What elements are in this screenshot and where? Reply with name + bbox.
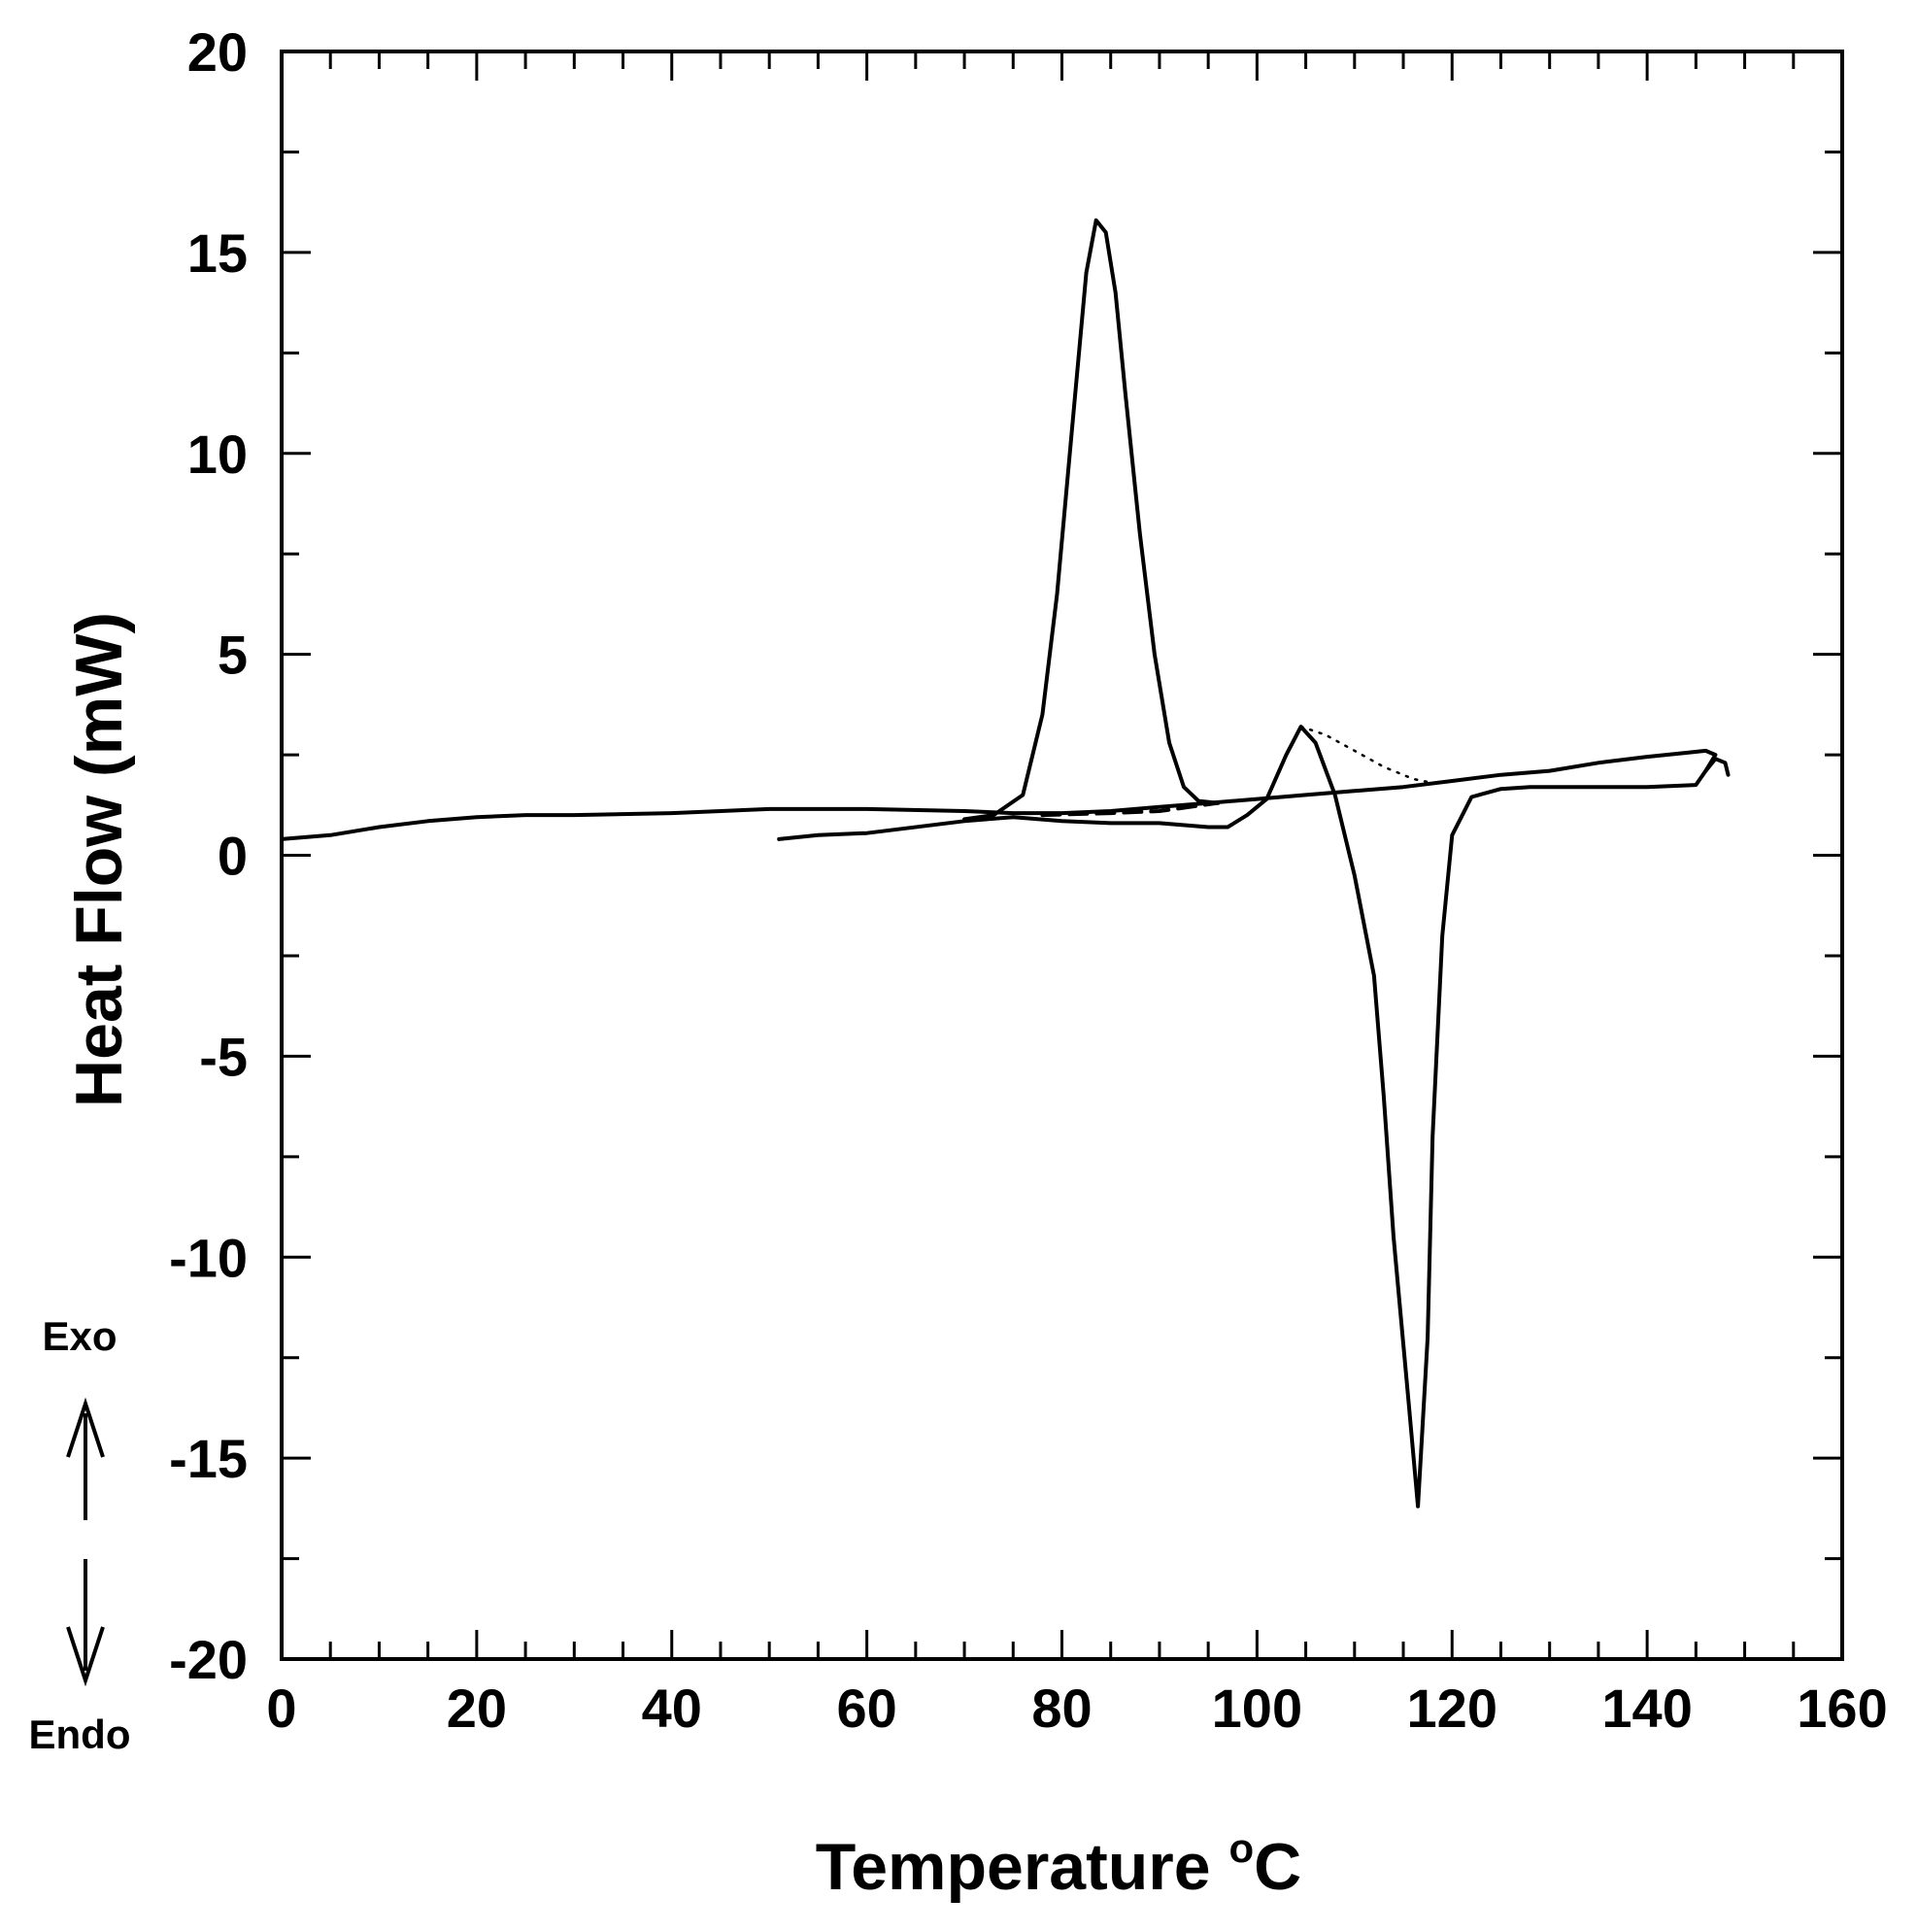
series-line-solid: [280, 725, 1718, 1508]
y-tick-label: 10: [187, 424, 248, 485]
x-tick-label: 100: [1212, 1678, 1302, 1739]
y-tick-label: -5: [199, 1026, 248, 1087]
x-tick-label: 20: [447, 1678, 507, 1739]
x-tick-label: 0: [266, 1678, 296, 1739]
x-axis-title-unit-prefix: o: [1229, 1825, 1255, 1871]
x-tick-label: 140: [1601, 1678, 1692, 1739]
x-tick-label: 120: [1407, 1678, 1497, 1739]
x-tick-label: 160: [1797, 1678, 1887, 1739]
x-tick-label: 40: [642, 1678, 702, 1739]
y-axis-title: Heat Flow (mW): [62, 612, 136, 1107]
y-tick-label: 20: [187, 21, 248, 83]
y-tick-label: 15: [187, 222, 248, 284]
series-line-solid: [962, 218, 1221, 822]
endo-arrow-icon: [66, 1559, 105, 1687]
y-tick-label: 0: [218, 826, 248, 887]
exo-arrow-icon: [66, 1397, 105, 1520]
x-axis-title-unit: C: [1254, 1830, 1301, 1904]
label-layer: 0 20 40 60 80 100 120 140 160 -20 -15 -10 -5 0 5 10 15 20: [169, 21, 1888, 1739]
y-tick-label: -20: [169, 1629, 248, 1690]
series-line-dashed: [1040, 800, 1221, 818]
x-axis-title-gap: [1211, 1830, 1229, 1904]
y-tick-label: -15: [169, 1428, 248, 1489]
y-tick-label: 5: [218, 625, 248, 686]
x-axis-title-text: Temperature: [816, 1830, 1211, 1904]
endo-label: Endo: [29, 1712, 131, 1757]
exo-label: Exo: [42, 1313, 117, 1359]
x-tick-label: 80: [1031, 1678, 1092, 1739]
series-line-solid: [1703, 757, 1731, 777]
tick-layer: [282, 51, 1842, 1659]
x-tick-label: 60: [836, 1678, 896, 1739]
x-axis-title: Temperature oC: [816, 1825, 1302, 1904]
y-tick-label: -10: [169, 1227, 248, 1288]
plot-frame: [280, 50, 1844, 1661]
series-line-dotted: [1299, 725, 1434, 785]
series-layer: [280, 218, 1731, 1508]
